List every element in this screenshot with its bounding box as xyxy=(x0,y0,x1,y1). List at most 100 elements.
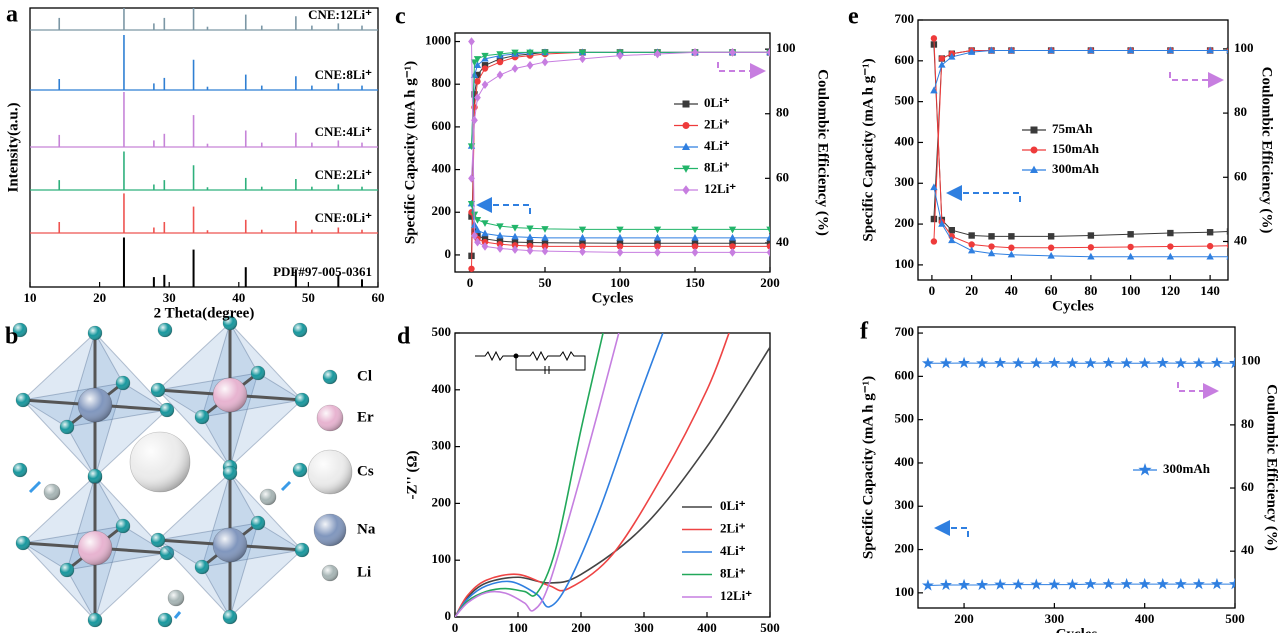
data-point xyxy=(1167,243,1174,250)
data-point xyxy=(940,357,952,369)
data-point xyxy=(938,55,946,62)
y-tick-label: 300 xyxy=(895,174,915,189)
y2-tick-label: 40 xyxy=(776,234,789,249)
panel-label: c xyxy=(395,4,406,30)
data-point xyxy=(579,239,586,247)
atom-shine xyxy=(160,546,174,560)
data-point xyxy=(1210,356,1223,369)
atom-shine xyxy=(130,432,190,492)
y-tick-label: 600 xyxy=(895,52,915,67)
data-point xyxy=(921,357,934,369)
x-tick-label: 300 xyxy=(1045,611,1065,626)
data-point xyxy=(526,49,534,57)
series-line xyxy=(455,333,730,617)
atom-shine xyxy=(88,326,102,340)
data-point xyxy=(653,233,662,241)
atom-shine xyxy=(151,533,165,547)
legend-marker xyxy=(682,100,690,108)
x-tick-label: 0 xyxy=(452,620,459,633)
x-tick-label: 200 xyxy=(760,275,780,290)
panel-label: a xyxy=(6,2,18,28)
plot-area xyxy=(467,37,770,272)
data-point xyxy=(470,59,479,67)
y-tick-label: 500 xyxy=(895,93,915,108)
data-point xyxy=(496,70,504,80)
data-point xyxy=(481,65,489,72)
data-point xyxy=(526,60,534,70)
data-point xyxy=(1087,252,1095,260)
data-point xyxy=(1166,46,1175,54)
x-tick-label: 0 xyxy=(929,283,936,298)
x-tick-label: 80 xyxy=(1084,283,1097,298)
data-point xyxy=(496,231,504,239)
data-point xyxy=(1126,46,1135,54)
x-tick-label: 140 xyxy=(1200,283,1220,298)
data-point xyxy=(1126,252,1135,260)
data-point xyxy=(1206,229,1214,236)
data-point xyxy=(1066,578,1079,590)
y2-tick-label: 100 xyxy=(1241,353,1261,368)
data-point xyxy=(526,246,534,255)
y-tick-label: 500 xyxy=(432,324,452,339)
data-point xyxy=(541,239,549,246)
data-point xyxy=(616,233,624,241)
data-point xyxy=(728,233,737,241)
data-point xyxy=(496,223,504,231)
y2-axis-label: Coulombic Efficiency (%) xyxy=(1264,384,1279,551)
atom-shine xyxy=(251,516,265,530)
data-point xyxy=(468,213,475,220)
x-tick-label: 60 xyxy=(1045,283,1058,298)
atom-shine xyxy=(223,466,237,480)
data-point xyxy=(940,578,952,591)
y-tick-label: 500 xyxy=(895,411,915,426)
series-label: CNE:2Li⁺ xyxy=(315,167,373,182)
data-point xyxy=(729,48,736,57)
legend-marker xyxy=(1029,165,1039,173)
data-point xyxy=(948,236,956,244)
legend-label: 75mAh xyxy=(1052,121,1093,136)
y-axis-label: Specific Capacity (mA h g⁻¹) xyxy=(860,376,876,559)
x-tick-label: 100 xyxy=(508,620,528,633)
data-point xyxy=(474,93,481,102)
x-tick-label: 120 xyxy=(1161,283,1181,298)
data-point xyxy=(1012,578,1025,590)
data-point xyxy=(1066,357,1079,369)
legend-marker xyxy=(1030,126,1038,134)
plot-area xyxy=(921,356,1235,591)
data-point xyxy=(474,78,481,85)
atom-shine xyxy=(168,590,184,606)
y2-tick-label: 60 xyxy=(1241,479,1254,494)
data-point xyxy=(496,58,504,66)
data-point xyxy=(988,243,995,250)
plot-frame xyxy=(917,19,1229,281)
data-point xyxy=(541,233,549,241)
atom-shine xyxy=(195,560,209,574)
y-tick-label: 200 xyxy=(432,494,452,509)
series-label: CNE:4Li⁺ xyxy=(315,124,373,139)
data-point xyxy=(654,243,661,250)
data-point xyxy=(1226,228,1228,235)
migration-arrow xyxy=(173,611,182,619)
data-point xyxy=(481,220,489,227)
atom-shine xyxy=(60,420,74,434)
data-point xyxy=(766,226,770,234)
data-point xyxy=(541,57,549,67)
x-tick-label: 100 xyxy=(1121,283,1141,298)
data-point xyxy=(481,235,489,243)
data-point xyxy=(976,357,989,369)
data-point xyxy=(481,242,489,251)
x-tick-label: 50 xyxy=(302,290,315,305)
data-point xyxy=(987,249,996,257)
atom-shine xyxy=(13,323,27,337)
data-point xyxy=(766,243,770,250)
y-tick-label: 200 xyxy=(895,541,915,556)
y-axis-label: Specific Capacity (mA h g⁻¹) xyxy=(860,58,876,241)
series-line xyxy=(471,203,770,239)
series-line xyxy=(455,333,664,617)
y-tick-label: 600 xyxy=(895,367,915,382)
atom-shine xyxy=(88,613,102,627)
data-point xyxy=(1156,356,1169,369)
legend-label: 4Li⁺ xyxy=(704,138,730,153)
data-point xyxy=(1102,577,1115,590)
data-point xyxy=(976,578,989,591)
